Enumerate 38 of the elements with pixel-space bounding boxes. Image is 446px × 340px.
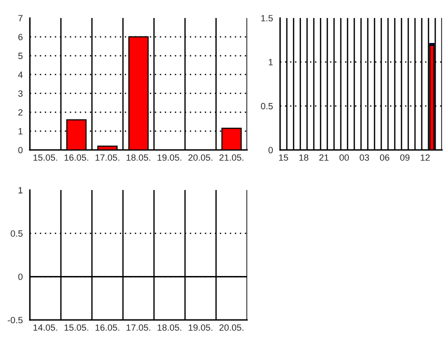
x-tick-label: 18.05.: [158, 324, 182, 331]
x-tick-label: 17.05.: [96, 154, 120, 161]
x-tick-label: 19.05.: [158, 154, 182, 161]
x-tick-label: 15.05.: [34, 154, 58, 161]
y-tick-label: 1.5: [261, 15, 273, 22]
y-tick-label: 1: [18, 128, 22, 134]
y-tick-label: 5: [18, 52, 23, 60]
x-tick-label: 17.05.: [126, 324, 150, 331]
x-tick-label: 00: [340, 154, 349, 161]
y-tick-label: -0.5: [8, 316, 23, 324]
x-tick-label: 14.05.: [34, 324, 58, 331]
y-tick-label: 0: [18, 146, 23, 154]
y-tick-label: 4: [18, 72, 23, 78]
x-tick-label: 19.05.: [188, 324, 212, 331]
x-tick-label: 15: [279, 154, 288, 161]
y-tick-label: 1: [18, 187, 22, 194]
x-tick-label: 15.05.: [64, 324, 88, 331]
y-tick-label: 1: [268, 59, 273, 66]
y-tick-label: 6: [18, 34, 23, 40]
x-tick-label: 09: [400, 154, 410, 161]
y-tick-label: 3: [18, 90, 23, 97]
x-tick-label: 18: [299, 154, 308, 161]
x-tick-label: 21.05.: [219, 154, 244, 161]
y-tick-label: 7: [18, 15, 22, 22]
y-tick-label: 0: [268, 146, 273, 154]
x-tick-label: 21: [319, 154, 329, 161]
x-tick-label: 20.05.: [219, 324, 244, 331]
y-tick-label: 0: [18, 274, 23, 280]
x-tick-label: 12: [420, 154, 430, 161]
x-tick-label: 16.05.: [96, 324, 120, 331]
x-tick-label: 03: [360, 154, 370, 161]
x-tick-label: 16.05.: [64, 154, 88, 161]
y-tick-label: 0.5: [10, 230, 23, 237]
x-tick-label: 06: [380, 154, 390, 161]
x-tick-label: 20.05.: [188, 154, 212, 161]
y-tick-label: 2: [18, 109, 22, 116]
x-tick-label: 18.05.: [126, 154, 150, 161]
y-tick-label: 0.5: [260, 102, 273, 110]
